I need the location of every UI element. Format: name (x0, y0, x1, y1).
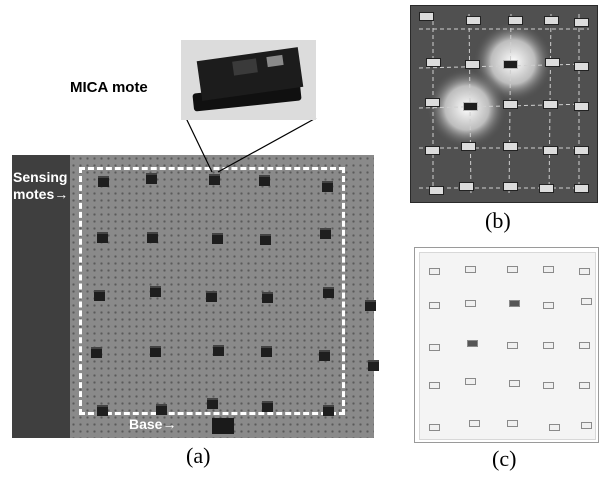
sensing-motes-label: Sensing motes→ (13, 169, 68, 203)
mote-marker (465, 300, 476, 307)
mote-marker (503, 182, 518, 191)
base-label: Base→ (129, 416, 176, 433)
caption-b: (b) (485, 208, 511, 233)
sensing-mote (98, 176, 109, 187)
mote-marker (574, 184, 589, 193)
mote-marker (549, 424, 560, 431)
mote-marker (503, 100, 518, 109)
sensing-mote (320, 228, 331, 239)
sensing-mote (368, 360, 379, 371)
wall-shadow (12, 155, 70, 438)
mote-marker (579, 382, 590, 389)
mote-marker (543, 382, 554, 389)
mote-marker (574, 18, 589, 27)
sensing-area-outline (79, 167, 345, 415)
mote-marker (579, 342, 590, 349)
sensing-mote (319, 350, 330, 361)
sensing-mote (150, 346, 161, 357)
base-arrow-icon: → (162, 416, 177, 432)
sensing-mote (209, 174, 220, 185)
sensing-mote (262, 292, 273, 303)
sensing-mote (206, 291, 217, 302)
mote-marker (465, 266, 476, 273)
sensing-mote (150, 286, 161, 297)
mote-marker (429, 344, 440, 351)
mote-marker (463, 102, 478, 111)
mote-marker (425, 98, 440, 107)
sensing-mote (262, 401, 273, 412)
mote-marker (543, 302, 554, 309)
mote-marker (429, 268, 440, 275)
mote-marker (543, 342, 554, 349)
mote-marker (466, 16, 481, 25)
sensing-mote (213, 345, 224, 356)
mote-marker (507, 420, 518, 427)
sensing-mote (147, 232, 158, 243)
mote-marker (508, 16, 523, 25)
sensing-mote (322, 181, 333, 192)
mote-marker (429, 382, 440, 389)
sensing-mote (91, 347, 102, 358)
mote-marker (426, 58, 441, 67)
sensing-mote (97, 405, 108, 416)
caption-c: (c) (492, 446, 517, 471)
mote-marker (467, 340, 478, 347)
mote-marker (461, 142, 476, 151)
sensing-mote (365, 300, 376, 311)
mote-marker (539, 184, 554, 193)
mote-marker (509, 380, 520, 387)
mote-marker (543, 100, 558, 109)
mote-marker (544, 16, 559, 25)
mote-marker (503, 142, 518, 151)
sensing-mote (323, 405, 334, 416)
sensing-mote (260, 234, 271, 245)
sensing-mote (261, 346, 272, 357)
mote-marker (543, 146, 558, 155)
sensing-mote (259, 175, 270, 186)
mote-marker (581, 298, 592, 305)
mote-marker (545, 58, 560, 67)
mote-marker (579, 268, 590, 275)
mote-marker (419, 12, 434, 21)
mote-marker (581, 422, 592, 429)
sensing-mote (207, 398, 218, 409)
mote-marker (465, 378, 476, 385)
mote-marker (429, 424, 440, 431)
mote-marker (469, 420, 480, 427)
sensing-mote (97, 232, 108, 243)
base-mote (212, 418, 234, 434)
sensing-label-line2: motes (13, 186, 55, 202)
mote-marker (507, 266, 518, 273)
sensing-label-line1: Sensing (13, 169, 68, 185)
mica-mote-label: MICA mote (70, 79, 148, 96)
mote-marker (574, 62, 589, 71)
mote-marker (459, 182, 474, 191)
base-label-text: Base (129, 416, 163, 432)
mote-marker (507, 342, 518, 349)
caption-a: (a) (186, 443, 211, 468)
network-diagram-c (414, 247, 599, 443)
sensing-mote (212, 233, 223, 244)
callout-line-right (217, 117, 317, 173)
sensing-mote (156, 404, 167, 415)
mote-marker (574, 102, 589, 111)
mote-marker (543, 266, 554, 273)
sensing-mote (323, 287, 334, 298)
mica-mote-photo (181, 40, 316, 120)
mote-marker (574, 146, 589, 155)
callout-line-left (185, 117, 213, 173)
mote-marker (429, 302, 440, 309)
network-diagram-b (410, 5, 598, 203)
mote-marker (425, 146, 440, 155)
mote-marker (509, 300, 520, 307)
mote-marker (465, 60, 480, 69)
mote-marker (429, 186, 444, 195)
sensing-mote (94, 290, 105, 301)
sensing-mote (146, 173, 157, 184)
sensing-arrow-icon: → (54, 186, 69, 202)
mote-marker (503, 60, 518, 69)
